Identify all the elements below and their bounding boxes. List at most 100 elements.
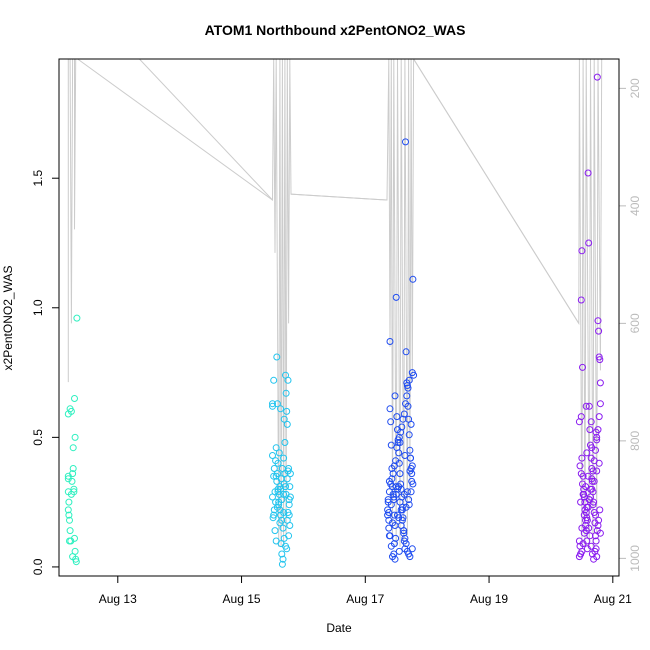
data-point xyxy=(278,496,286,504)
data-point xyxy=(270,376,278,384)
data-point xyxy=(275,449,283,457)
data-point xyxy=(595,516,603,524)
data-point xyxy=(577,470,585,478)
data-point xyxy=(406,467,414,475)
data-point xyxy=(404,384,412,392)
data-point xyxy=(402,400,409,408)
data-point xyxy=(592,428,600,436)
data-point xyxy=(588,444,596,452)
data-point xyxy=(401,452,409,459)
data-point xyxy=(578,547,586,555)
data-point xyxy=(272,472,280,480)
data-point xyxy=(395,483,403,491)
data-point xyxy=(269,493,276,501)
data-point xyxy=(398,423,406,431)
data-point xyxy=(398,506,406,514)
data-point xyxy=(395,547,403,555)
y-tick-label: 1.0 xyxy=(31,299,45,316)
data-point xyxy=(284,376,292,384)
pressure-connector xyxy=(413,59,580,324)
data-point xyxy=(70,485,78,493)
data-point xyxy=(403,392,411,400)
data-point xyxy=(586,426,594,434)
data-point xyxy=(65,511,73,519)
data-point xyxy=(394,511,401,519)
data-point xyxy=(281,439,289,446)
data-point xyxy=(588,485,596,493)
x-tick-label: Aug 19 xyxy=(470,592,508,606)
x-axis-label: Date xyxy=(326,621,352,635)
y2-tick-label: 200 xyxy=(628,78,642,98)
data-point xyxy=(67,407,75,415)
data-point xyxy=(400,529,408,537)
data-point xyxy=(407,488,415,496)
data-point xyxy=(580,511,588,519)
secondary-y-axis: 200 400 600 800 1000 xyxy=(619,78,642,572)
data-point xyxy=(577,413,585,421)
series-4 xyxy=(575,73,604,563)
data-point xyxy=(402,540,410,548)
data-point xyxy=(387,418,395,426)
data-point xyxy=(585,496,593,504)
data-point xyxy=(270,465,278,472)
data-point xyxy=(391,555,399,563)
data-point xyxy=(393,444,401,452)
series-1 xyxy=(64,314,81,566)
data-point xyxy=(282,483,289,491)
data-point xyxy=(406,446,414,454)
data-point xyxy=(399,514,407,522)
data-point xyxy=(277,405,284,413)
data-point xyxy=(397,428,405,436)
data-point xyxy=(592,511,599,519)
data-point xyxy=(392,534,400,542)
x-axis: Aug 13 Aug 15 Aug 17 Aug 19 Aug 21 xyxy=(99,576,632,606)
data-point xyxy=(396,498,404,506)
data-point xyxy=(69,465,77,472)
data-point xyxy=(285,496,293,504)
data-point xyxy=(283,407,291,415)
data-point xyxy=(282,490,290,498)
data-point xyxy=(269,514,277,522)
data-point xyxy=(274,459,282,467)
data-point xyxy=(272,537,280,545)
data-point xyxy=(273,477,281,485)
x-tick-label: Aug 21 xyxy=(594,592,632,606)
data-point xyxy=(271,527,279,535)
data-point xyxy=(595,327,603,335)
data-point xyxy=(384,496,392,504)
data-point xyxy=(283,475,291,483)
data-point xyxy=(393,413,401,421)
data-point xyxy=(274,488,282,496)
data-point xyxy=(280,415,288,423)
data-point xyxy=(579,363,586,371)
data-point xyxy=(386,338,394,345)
series-2 xyxy=(269,353,294,568)
data-point xyxy=(593,433,601,441)
data-point xyxy=(279,524,287,532)
data-point xyxy=(392,293,400,301)
data-point xyxy=(390,462,398,470)
data-point xyxy=(595,459,603,467)
data-point xyxy=(284,509,292,516)
data-point xyxy=(587,542,595,550)
data-point xyxy=(594,317,602,325)
data-point xyxy=(593,436,601,444)
data-point xyxy=(283,420,291,428)
data-point xyxy=(389,519,396,527)
data-point xyxy=(387,501,395,509)
data-point xyxy=(396,439,404,446)
data-point xyxy=(387,441,395,449)
data-point xyxy=(409,480,417,488)
data-point xyxy=(589,467,597,475)
data-point xyxy=(582,483,590,491)
data-point xyxy=(405,496,413,504)
data-point xyxy=(273,353,281,361)
data-point xyxy=(583,516,591,524)
data-point xyxy=(270,511,278,519)
data-point xyxy=(70,488,78,496)
data-point xyxy=(586,532,594,540)
data-point xyxy=(400,490,408,498)
data-point xyxy=(395,433,403,441)
plot-frame xyxy=(58,58,620,577)
